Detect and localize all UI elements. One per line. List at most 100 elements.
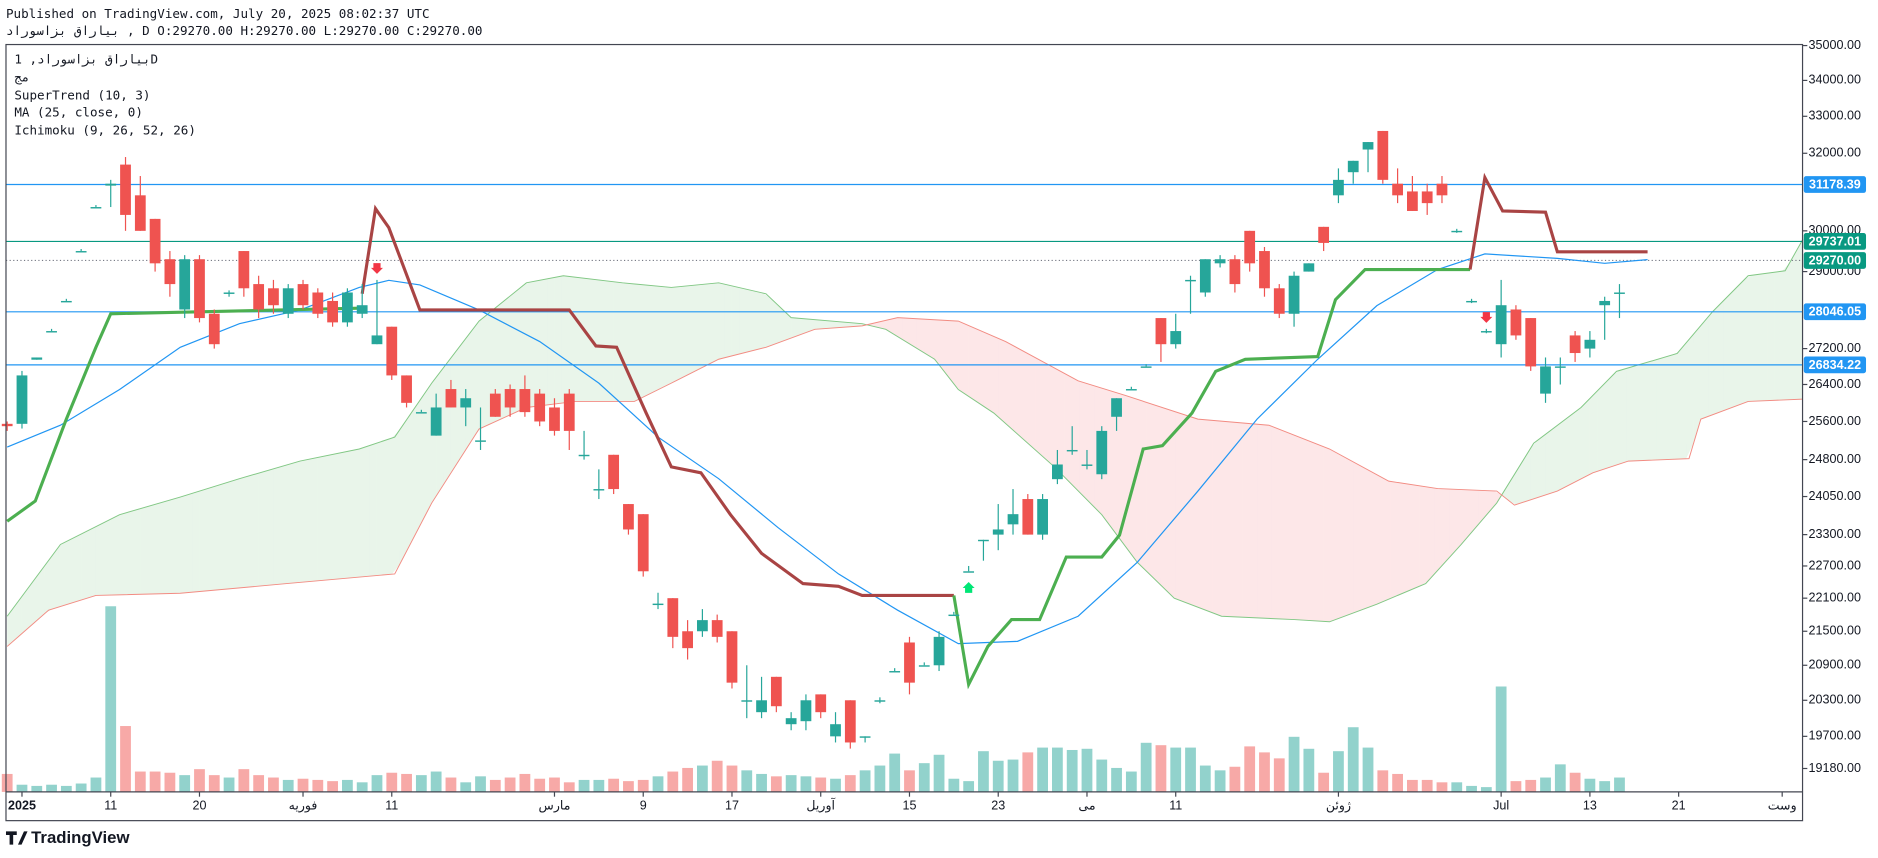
volume-bar xyxy=(1007,759,1019,792)
volume-bar xyxy=(1303,748,1315,792)
x-tick-label: فوریه xyxy=(289,799,318,814)
candle-body xyxy=(105,183,117,186)
cloud-fill xyxy=(813,319,821,330)
volume-bar xyxy=(1451,782,1463,792)
cloud-fill xyxy=(1301,437,1309,621)
volume-bar xyxy=(1052,747,1063,792)
legend-entry: مج xyxy=(14,70,29,86)
cloud-fill xyxy=(1478,490,1487,524)
volume-bar xyxy=(445,777,457,792)
volume-bar xyxy=(386,772,398,792)
cloud-fill xyxy=(1582,398,1590,479)
cloud-fill xyxy=(1626,366,1635,462)
level-label-box xyxy=(1803,252,1867,269)
candle-body xyxy=(489,393,501,417)
cloud-fill xyxy=(547,277,555,405)
cloud-fill xyxy=(532,280,540,407)
cloud-fill xyxy=(103,519,111,596)
volume-bar xyxy=(770,776,782,792)
x-tick-label: 17 xyxy=(725,799,739,813)
cloud-fill xyxy=(465,328,474,450)
supertrend xyxy=(360,204,954,598)
volume-bar xyxy=(1525,779,1537,792)
volume-bar xyxy=(194,769,205,792)
volume-bar xyxy=(859,770,871,792)
candle-body xyxy=(963,571,975,573)
cloud-fill xyxy=(1308,440,1317,621)
brand-name: TradingView xyxy=(31,828,130,847)
candle-body xyxy=(1111,398,1122,417)
cloud-fill xyxy=(842,322,851,328)
candle-body xyxy=(1495,305,1507,345)
level-label-box xyxy=(1803,233,1867,250)
volume-bar xyxy=(711,760,723,792)
x-tick-label: 23 xyxy=(991,799,1005,813)
cloud-fill xyxy=(1708,308,1716,417)
volume-bar xyxy=(519,773,531,792)
candle-body xyxy=(1480,331,1492,333)
candle-body xyxy=(1540,366,1551,394)
cloud-fill xyxy=(206,486,215,591)
cloud-fill xyxy=(177,495,185,594)
cloud-fill xyxy=(1774,271,1783,401)
cloud-fill xyxy=(554,276,562,404)
cloud-fill xyxy=(909,318,917,349)
y-tick-label: 34000.00 xyxy=(1809,73,1861,87)
candle-body xyxy=(1569,335,1581,354)
cloud-fill xyxy=(502,295,511,419)
level-label: 31178.39 xyxy=(1809,177,1861,191)
candle-body xyxy=(1140,366,1152,368)
cloud-fill xyxy=(931,319,940,365)
candle-body xyxy=(623,504,634,530)
candle-body xyxy=(815,694,827,713)
cloud-fill xyxy=(1064,373,1073,485)
signal-arrow xyxy=(370,263,383,274)
candle-body xyxy=(992,529,1004,535)
cloud-fill xyxy=(473,319,481,439)
candle-body xyxy=(1214,259,1226,264)
cloud-fill xyxy=(672,286,681,383)
cloud-fill xyxy=(1538,434,1546,498)
cloud-fill xyxy=(1227,421,1235,617)
cloud-fill xyxy=(110,515,119,596)
y-tick-label: 20900.00 xyxy=(1809,658,1861,672)
cloud-fill xyxy=(480,313,488,429)
volume-bar xyxy=(948,778,960,792)
cloud-fill xyxy=(1160,406,1169,593)
cloud-fill xyxy=(376,440,385,576)
cloud-fill xyxy=(81,530,89,601)
volume-bar xyxy=(489,779,501,792)
volume-bar xyxy=(1199,765,1211,792)
cloud-fill xyxy=(1042,361,1050,463)
volume-bar xyxy=(800,776,812,792)
cloud-fill xyxy=(1020,349,1028,443)
cloud-fill xyxy=(1220,421,1228,617)
cloud-fill xyxy=(1619,368,1627,464)
cloud-fill xyxy=(606,280,614,402)
y-tick-label: 25600.00 xyxy=(1809,414,1861,428)
volume-bar xyxy=(904,770,915,792)
cloud-fill xyxy=(702,283,710,368)
volume-bar xyxy=(1125,771,1137,792)
cloud-fill xyxy=(1079,381,1087,500)
cloud-fill xyxy=(332,452,340,580)
candle-body xyxy=(534,393,546,422)
cloud-fill xyxy=(1279,429,1287,620)
volume-bar xyxy=(697,765,708,792)
volume-bar xyxy=(1259,752,1270,792)
volume-bar xyxy=(1495,686,1507,792)
y-tick-label: 19700.00 xyxy=(1809,729,1861,743)
x-tick-label: 20 xyxy=(192,799,206,813)
cloud-fill xyxy=(443,357,451,485)
volume-bar xyxy=(1584,778,1596,792)
cloud-fill xyxy=(1730,286,1738,409)
volume-bar xyxy=(90,777,102,792)
cloud-fill xyxy=(421,387,429,523)
cloud-fill xyxy=(1086,383,1095,508)
cloud-fill xyxy=(1449,489,1457,558)
cloud-fill xyxy=(1264,424,1272,619)
volume-bar xyxy=(1540,777,1551,792)
y-tick-label: 32000.00 xyxy=(1809,146,1861,160)
